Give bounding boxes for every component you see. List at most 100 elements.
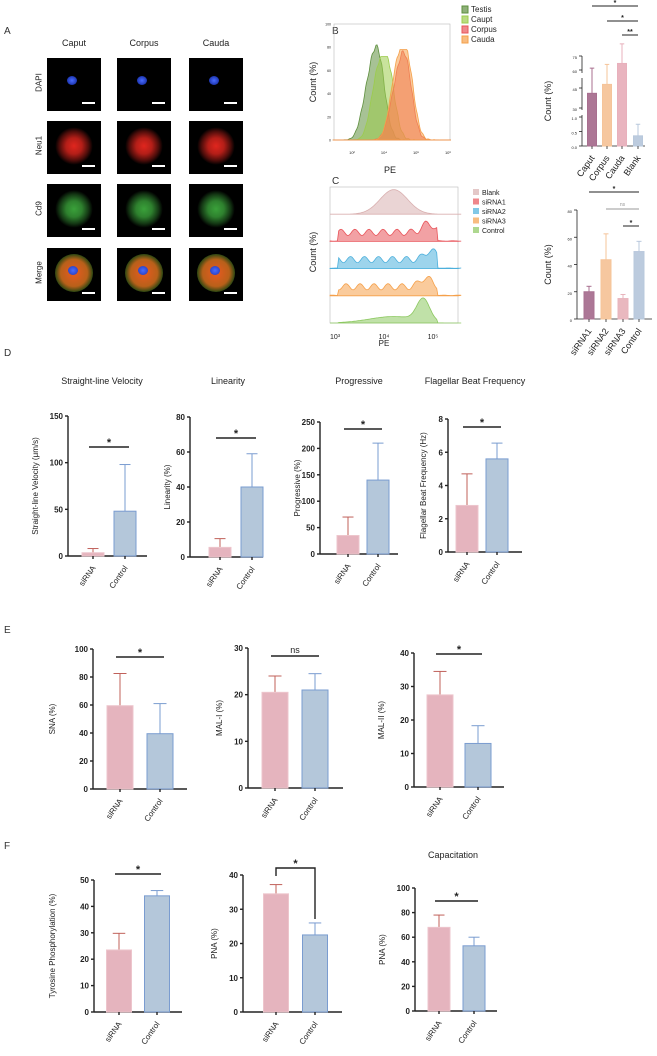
bar-control (464, 742, 492, 788)
y-tick-label: 40 (568, 264, 573, 269)
y-tick-label: 20 (401, 982, 410, 991)
legend-swatch (473, 227, 479, 233)
bar-cauda (617, 62, 627, 147)
legend-swatch (461, 15, 469, 24)
bar-sirna (263, 893, 289, 1013)
x-tick-label: 10⁴ (379, 334, 390, 341)
x-tick-label: siRNA (204, 564, 225, 588)
y-tick-label: 20 (400, 716, 409, 725)
y-axis-label: Tyrosine Phosphorylation (%) (48, 893, 57, 998)
y-tick-label: 10 (400, 750, 409, 759)
bar-corpus (602, 83, 612, 147)
y-tick-label: 80 (568, 209, 573, 214)
y-tick-label: 0 (234, 1008, 239, 1017)
y-tick-label: 0 (406, 1007, 411, 1016)
x-tick-label: 10⁴ (381, 150, 387, 155)
y-tick-label: 30 (400, 683, 409, 692)
y-axis-label: MAL-II (%) (377, 701, 386, 740)
y-tick-label: 0 (181, 553, 186, 562)
y-tick-label: 60 (401, 933, 410, 942)
y-tick-label: 6 (439, 448, 444, 457)
x-tick-label: siRNA (424, 794, 445, 818)
y-tick-label: 60 (176, 448, 185, 457)
legend-swatch (473, 198, 479, 205)
bar-sirna (208, 546, 232, 558)
legend-swatch (473, 189, 479, 195)
significance-label: * (138, 647, 143, 659)
scale-bar (224, 292, 237, 294)
micrograph-cd9-cauda (189, 184, 243, 237)
y-tick-label: 40 (176, 483, 185, 492)
y-tick-label: 20 (176, 518, 185, 527)
y-tick-label: 1.0 (571, 116, 577, 121)
scale-bar (82, 102, 95, 104)
bar-control (146, 733, 174, 790)
x-tick-label: Control (360, 562, 382, 588)
significance-label: * (454, 891, 459, 903)
x-tick-label: Control (139, 1020, 161, 1046)
legend-label: Caupt (471, 15, 493, 24)
bar-control (113, 510, 137, 557)
y-tick-label: 10 (229, 974, 238, 983)
significance-label: ns (620, 202, 626, 208)
scale-bar (152, 165, 165, 167)
x-tick-label: Control (297, 796, 319, 822)
y-tick-label: 4 (439, 482, 444, 491)
y-axis-label: MAL-I (%) (215, 700, 224, 736)
y-tick-label: 20 (229, 940, 238, 949)
y-tick-label: 50 (306, 524, 315, 533)
y-axis-label: Count (%) (543, 244, 553, 285)
y-tick-label: 30 (229, 905, 238, 914)
ridge-sirna2 (329, 248, 462, 269)
x-tick-label: Control (456, 1019, 478, 1045)
y-tick-label: 0.0 (571, 145, 577, 150)
y-axis-label: Flagellar Beat Frequency (Hz) (419, 432, 428, 539)
y-tick-label: 80 (327, 46, 331, 50)
x-tick-label: 10⁶ (445, 150, 451, 155)
x-tick-label: Control (234, 565, 256, 591)
significance-label: * (234, 428, 239, 440)
axis-break (579, 73, 585, 78)
y-axis-label: PNA (%) (378, 934, 387, 965)
column-label-cauda: Cauda (202, 38, 230, 48)
y-tick-label: 80 (176, 413, 185, 422)
x-axis-label: PE (384, 165, 396, 175)
y-tick-label: 40 (400, 649, 409, 658)
column-label-corpus: Corpus (129, 38, 159, 48)
micrograph-neu1-caput (47, 121, 101, 174)
ridge-blank (330, 189, 462, 215)
y-axis-label: PNA (%) (210, 928, 219, 959)
y-tick-label: 0 (405, 783, 410, 792)
chart-title: Progressive (335, 376, 383, 386)
micrograph-merge-cauda (189, 248, 243, 301)
bar-sirna (455, 504, 479, 553)
chart-title: Capacitation (428, 850, 478, 860)
legend-label: siRNA1 (482, 200, 506, 207)
bar-caput (587, 92, 597, 147)
legend-label: Cauda (471, 35, 495, 44)
bar-blank (633, 135, 643, 147)
x-tick-label: 10⁵ (413, 150, 419, 155)
ridge-sirna1 (329, 220, 462, 242)
legend-swatch (461, 25, 469, 34)
bar-sirna2 (600, 259, 612, 320)
y-tick-label: 40 (79, 729, 88, 738)
y-tick-label: 150 (302, 471, 316, 480)
y-tick-label: 0 (85, 1008, 90, 1017)
bar-sirna (261, 691, 289, 789)
bar-sirna (427, 926, 451, 1012)
significance-label: ns (290, 645, 300, 655)
x-tick-label: Control (479, 560, 501, 586)
y-axis-label: Progressive (%) (293, 459, 302, 516)
significance-bracket (275, 867, 316, 919)
panel-label-e: E (4, 625, 11, 636)
bar-control (240, 486, 264, 558)
y-axis-label: Linearity (%) (163, 464, 172, 509)
micrograph-dapi-cauda (189, 58, 243, 111)
y-tick-label: 100 (325, 23, 331, 27)
y-tick-label: 60 (327, 69, 331, 73)
scale-bar (82, 292, 95, 294)
scale-bar (224, 102, 237, 104)
y-tick-label: 8 (439, 415, 444, 424)
y-axis-label: Count (%) (543, 81, 553, 122)
